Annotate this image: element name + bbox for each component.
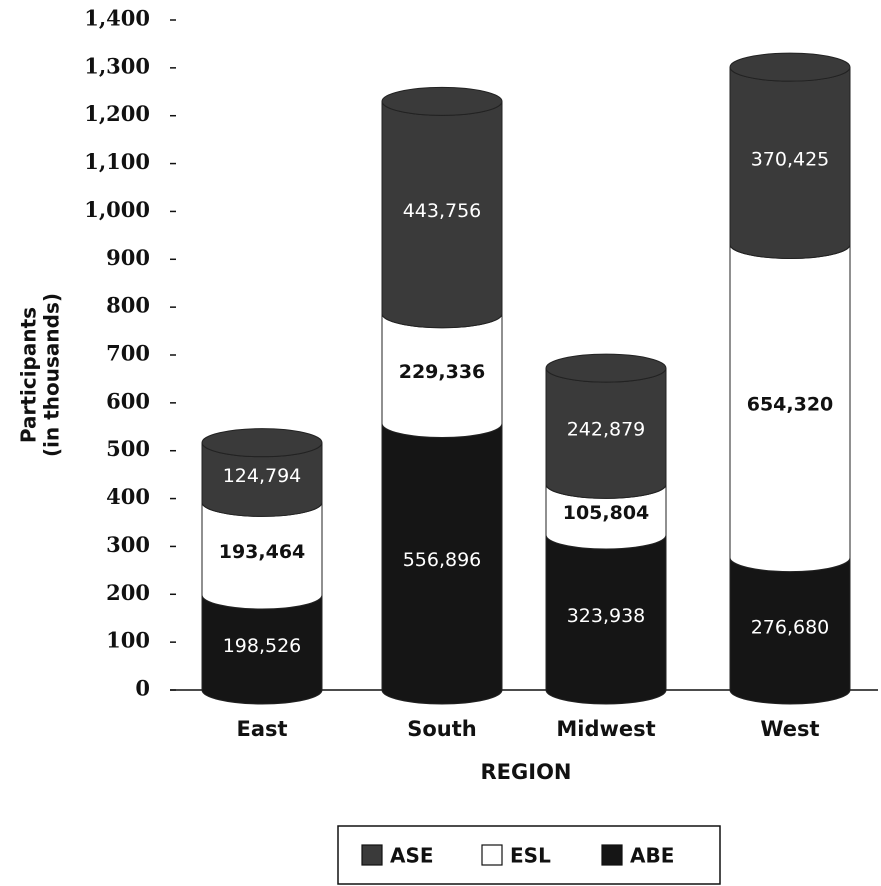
- legend-swatch: [481, 844, 503, 866]
- y-tick-label: 1,300: [84, 53, 150, 78]
- value-label: 193,464: [219, 541, 306, 563]
- value-label: 654,320: [747, 394, 834, 416]
- value-label: 276,680: [751, 616, 830, 638]
- y-axis-title: (in thousands): [40, 293, 64, 457]
- value-label: 124,794: [223, 465, 302, 487]
- value-label: 370,425: [751, 148, 830, 170]
- cylinder-cap: [201, 428, 323, 458]
- value-label: 105,804: [563, 502, 650, 524]
- cylinder-cap: [729, 52, 851, 82]
- y-tick-label: 800: [106, 293, 150, 318]
- y-tick-label: 100: [106, 628, 150, 653]
- legend-box: [337, 825, 721, 885]
- value-label: 323,938: [567, 605, 646, 627]
- y-tick-label: 1,400: [84, 6, 150, 31]
- y-tick-label: 1,000: [84, 197, 150, 222]
- y-tick-label: 900: [106, 245, 150, 270]
- y-tick-label: 700: [106, 341, 150, 366]
- y-tick-label: 200: [106, 580, 150, 605]
- legend-label: ASE: [390, 844, 434, 868]
- value-label: 198,526: [223, 635, 302, 657]
- y-tick-label: 1,200: [84, 101, 150, 126]
- y-tick-label: 300: [106, 532, 150, 557]
- legend-label: ESL: [510, 844, 551, 868]
- x-tick-label: East: [236, 717, 287, 741]
- cylinder-cap: [381, 86, 503, 116]
- y-tick-label: 1,100: [84, 149, 150, 174]
- legend-label: ABE: [630, 844, 674, 868]
- value-label: 556,896: [403, 549, 482, 571]
- x-tick-label: Midwest: [556, 717, 655, 741]
- value-label: 443,756: [403, 200, 482, 222]
- value-label: 242,879: [567, 419, 646, 441]
- legend-swatch: [601, 844, 623, 866]
- x-axis-title: REGION: [481, 760, 572, 784]
- y-tick-label: 400: [106, 484, 150, 509]
- legend-swatch: [361, 844, 383, 866]
- y-axis-title: Participants: [17, 307, 41, 443]
- x-tick-label: West: [760, 717, 819, 741]
- cylinder-cap: [545, 353, 667, 383]
- x-tick-label: South: [407, 717, 477, 741]
- y-tick-label: 600: [106, 388, 150, 413]
- y-tick-label: 0: [135, 676, 150, 701]
- y-tick-label: 500: [106, 436, 150, 461]
- value-label: 229,336: [399, 361, 486, 383]
